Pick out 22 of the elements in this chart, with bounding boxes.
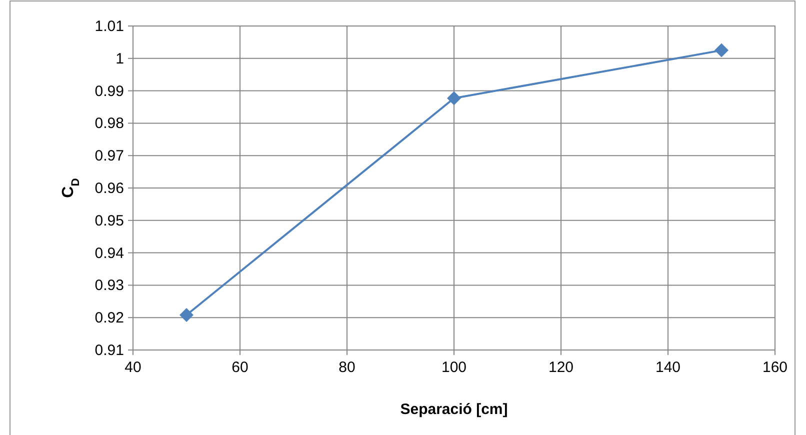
y-tick-label: 0.96 xyxy=(94,180,124,197)
x-tick-label: 100 xyxy=(441,359,467,376)
y-tick-label: 0.94 xyxy=(94,244,124,262)
x-tick-label: 80 xyxy=(338,359,356,376)
y-tick-label: 0.93 xyxy=(94,277,124,294)
x-tick-label: 60 xyxy=(232,359,248,376)
y-tick-label: 0.97 xyxy=(94,148,124,165)
point xyxy=(180,308,194,322)
y-tick-label: 1 xyxy=(116,50,124,68)
x-tick-label: 160 xyxy=(762,359,788,376)
y-tick-label: 0.98 xyxy=(94,115,124,132)
point xyxy=(447,91,461,106)
y-tick-label: 0.99 xyxy=(94,82,124,100)
y-tick-label: 0.91 xyxy=(94,342,124,359)
x-axis-title: Separació [cm] xyxy=(400,401,508,418)
x-tick-label: 40 xyxy=(124,359,142,376)
x-tick-label: 140 xyxy=(655,359,681,376)
point xyxy=(714,43,728,58)
y-tick-label: 1.01 xyxy=(94,18,124,35)
x-tick-label: 120 xyxy=(548,359,574,376)
y-tick-label: 0.95 xyxy=(94,212,124,230)
y-tick-label: 0.92 xyxy=(94,310,124,327)
